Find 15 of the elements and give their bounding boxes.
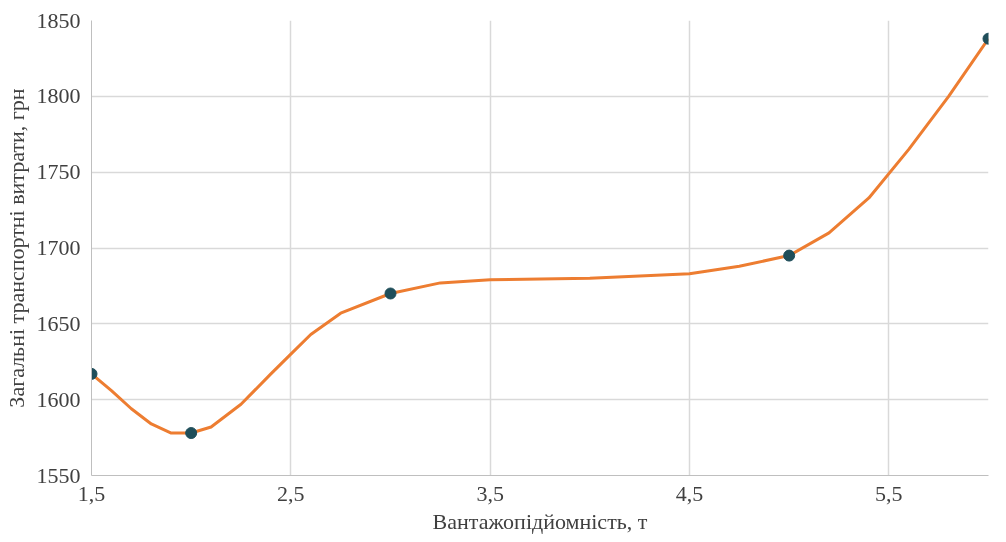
y-tick-label: 1600 xyxy=(36,386,81,412)
y-axis-title: Загальні транспортні витрати, грн xyxy=(3,88,29,408)
x-tick-label: 4,5 xyxy=(675,480,704,506)
y-tick-label: 1550 xyxy=(36,462,81,488)
y-tick-label: 1750 xyxy=(36,159,81,185)
y-tick-label: 1700 xyxy=(36,235,81,260)
y-tick-label: 1850 xyxy=(36,7,81,33)
x-axis-title: Вантажопідйомність, т xyxy=(432,508,648,534)
point xyxy=(185,427,198,440)
x-tick-label: 5,5 xyxy=(875,480,903,506)
point xyxy=(384,287,397,300)
y-tick-label: 1650 xyxy=(36,310,81,336)
x-tick-label: 3,5 xyxy=(476,480,504,506)
y-tick-label: 1800 xyxy=(36,83,81,109)
x-tick-label: 2,5 xyxy=(277,480,305,506)
